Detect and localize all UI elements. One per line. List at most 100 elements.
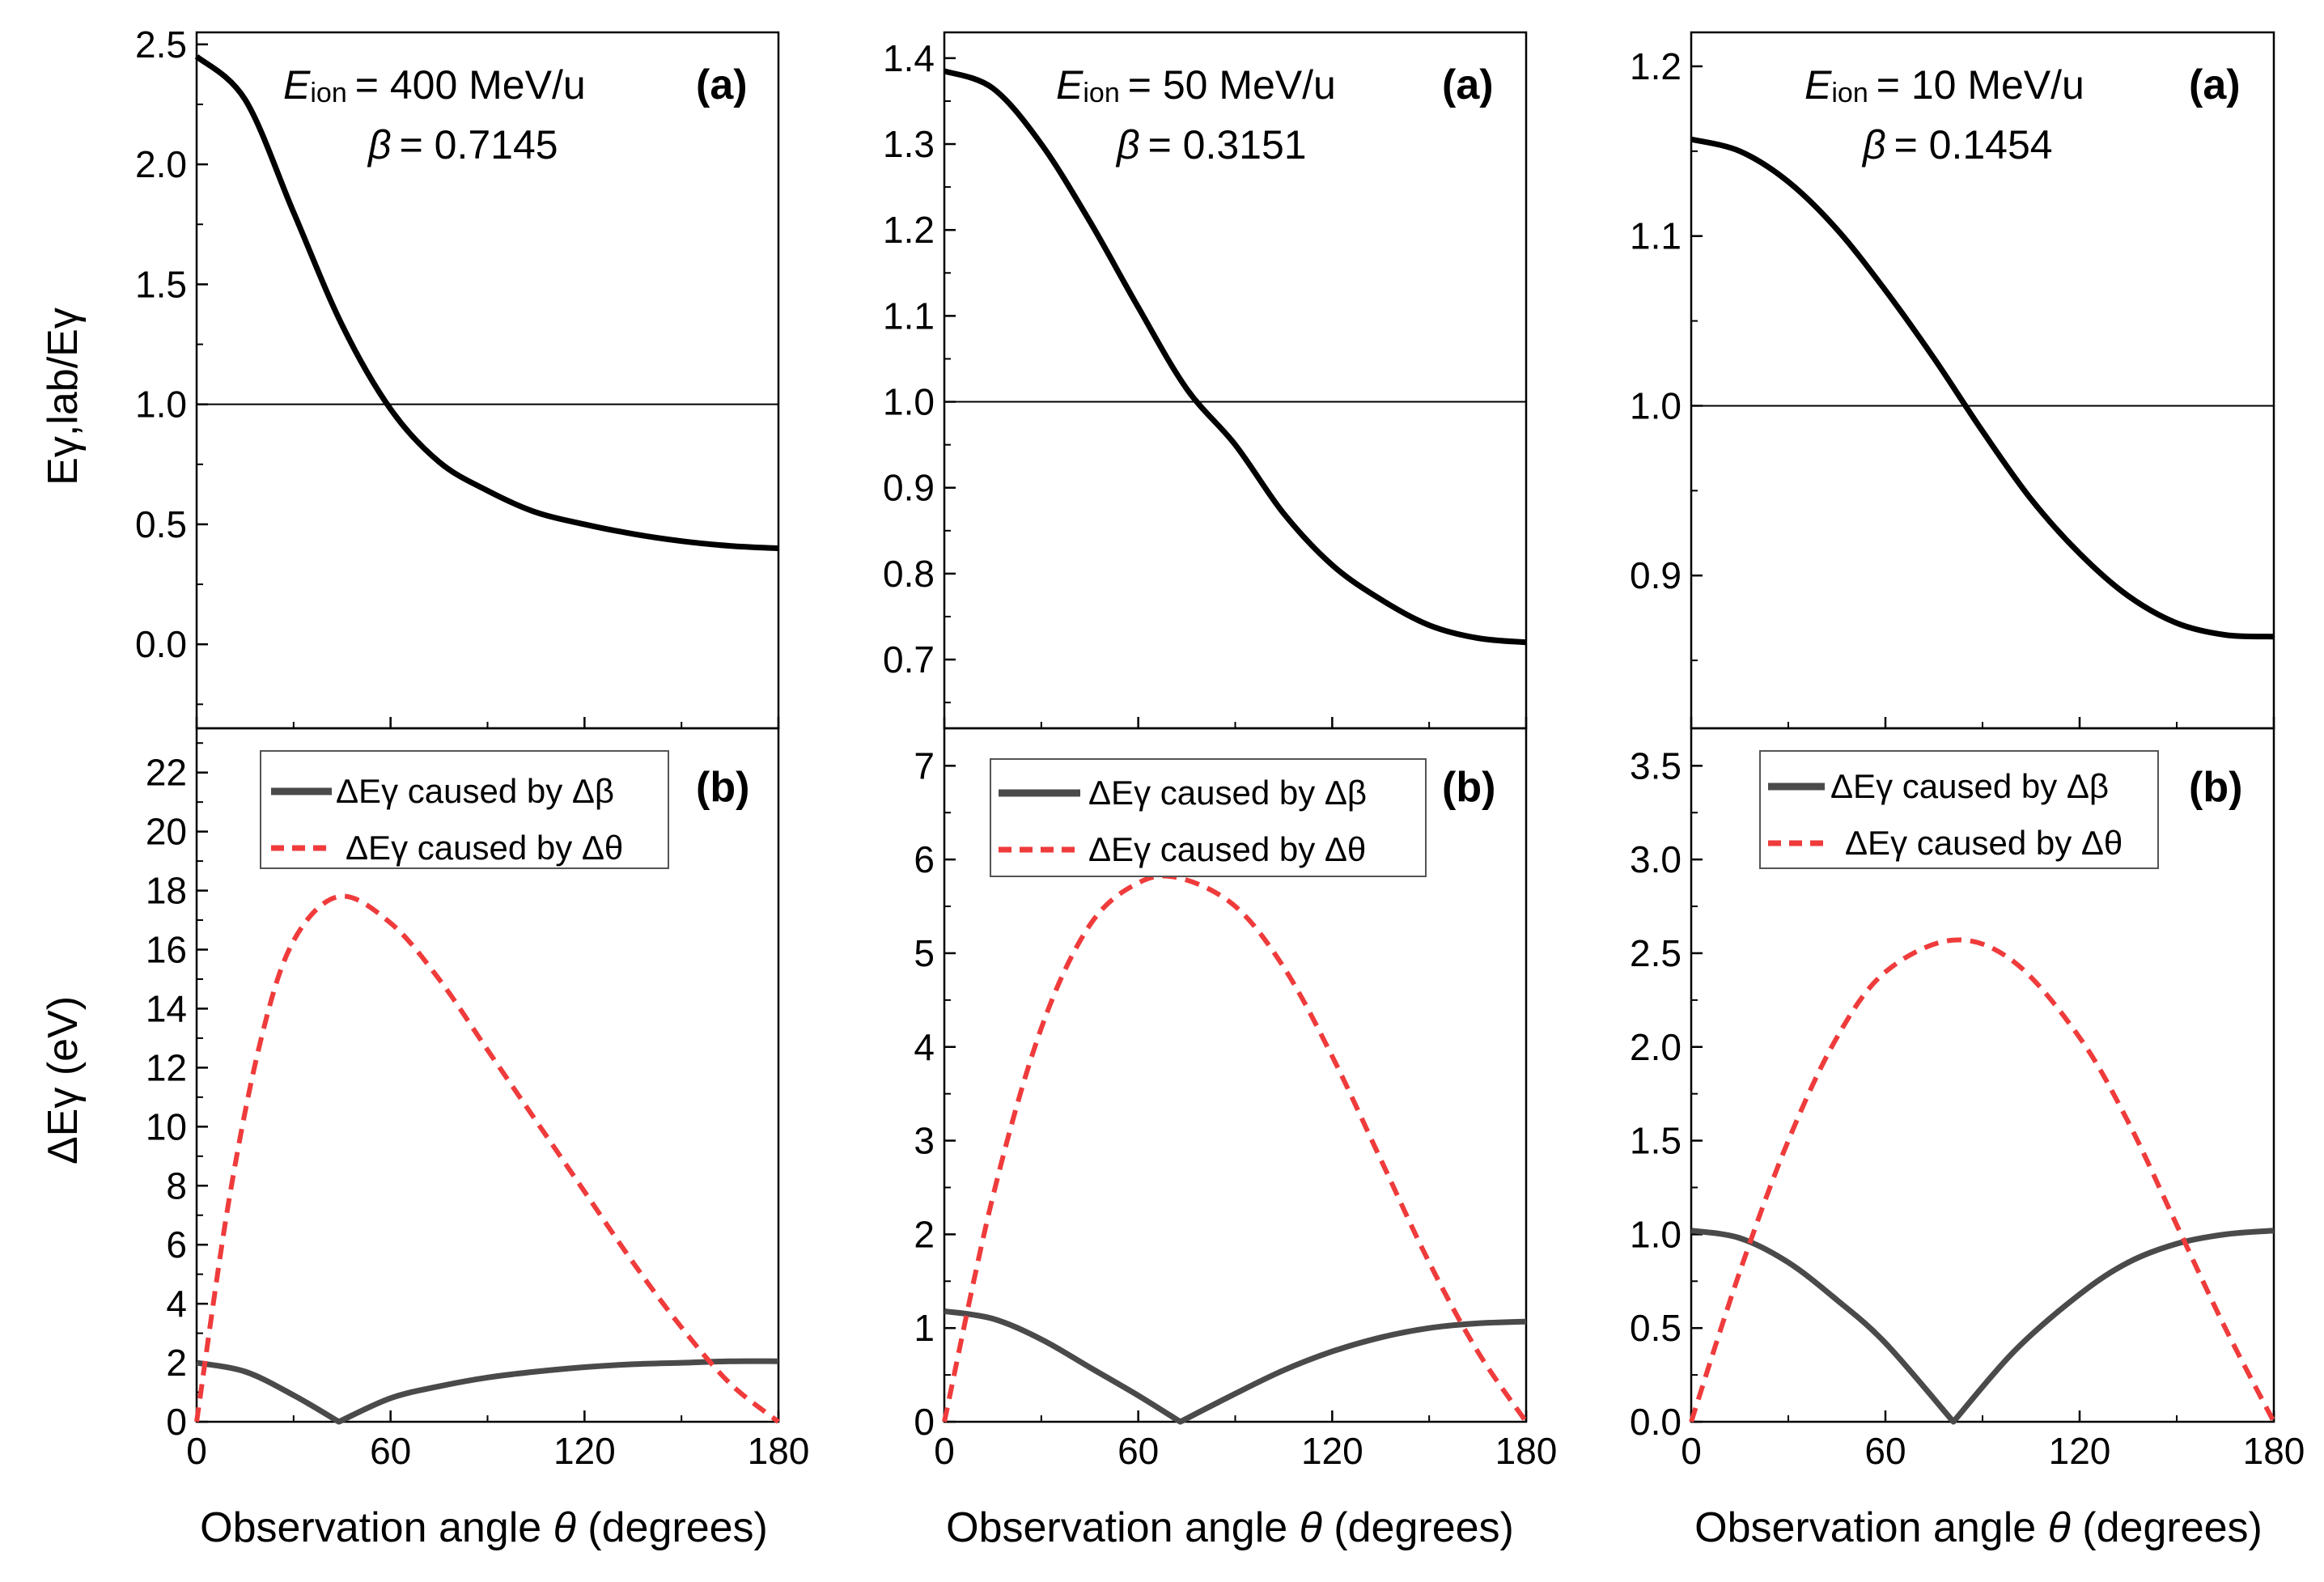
x-axis-title-col2: Observation angle θ (degrees) xyxy=(946,1504,1514,1551)
series-line xyxy=(1690,136,2275,640)
y-tick-label: 0.9 xyxy=(883,467,935,509)
legend-label-dtheta: ΔEγ caused by Δθ xyxy=(346,829,623,867)
legend-col3: ΔEγ caused by Δβ ΔEγ caused by Δθ xyxy=(1759,750,2159,869)
y-tick-label: 0.7 xyxy=(883,638,935,681)
x-tick-label: 60 xyxy=(1864,1430,1906,1472)
panel-a-col1: 0.0 0.5 1.0 1.5 2.0 2.5 xyxy=(135,23,780,730)
y-tick-label: 5 xyxy=(914,932,935,974)
x-tick-label: 180 xyxy=(748,1430,810,1472)
y-tick-label: 2.0 xyxy=(1630,1026,1682,1068)
y-tick-label: 1.4 xyxy=(883,37,935,79)
y-tick-label: 2 xyxy=(166,1342,187,1384)
x-tick-label: 0 xyxy=(1681,1430,1702,1472)
y-tick-label: 1.0 xyxy=(1630,384,1682,426)
y-tick-label: 0.9 xyxy=(1630,554,1682,596)
panel-letter-b2: (b) xyxy=(1442,764,1495,811)
y-tick-label: 0.0 xyxy=(135,623,187,665)
x-tick-label: 60 xyxy=(1117,1430,1159,1472)
y-tick-label: 4 xyxy=(166,1283,187,1325)
x-tick-label: 0 xyxy=(934,1430,955,1472)
series-line-dtheta xyxy=(942,873,1529,1423)
series-line-dbeta xyxy=(944,1308,1527,1425)
x-axis-title-col3: Observation angle θ (degrees) xyxy=(1694,1504,2263,1551)
y-tick-label: 18 xyxy=(146,870,187,912)
y-tick-label: 4 xyxy=(914,1026,935,1068)
x-tick-label: 120 xyxy=(2049,1430,2111,1472)
panel-letter-b1: (b) xyxy=(696,764,749,811)
series-line-dbeta xyxy=(1690,1228,2275,1425)
y-tick-label: 0.5 xyxy=(135,503,187,545)
legend-label-dtheta: ΔEγ caused by Δθ xyxy=(1845,824,2123,862)
series-line-dbeta xyxy=(196,1358,779,1425)
y-tick-label: 3.0 xyxy=(1630,838,1682,880)
x-tick-label: 120 xyxy=(553,1430,616,1472)
legend-label-dbeta: ΔEγ caused by Δβ xyxy=(1830,767,2109,805)
y-tick-label: 1.1 xyxy=(1630,215,1682,257)
y-tick-label: 10 xyxy=(146,1105,187,1147)
y-axis-title-top: Eγ,lab/Eγ xyxy=(40,307,87,486)
y-axis-title-bottom: ΔEγ (eV) xyxy=(40,996,87,1164)
y-tick-label: 1.2 xyxy=(883,209,935,251)
y-tick-label: 6 xyxy=(914,838,935,880)
panel-letter-a2: (a) xyxy=(1442,61,1494,108)
svg-text:β= 0.1454: β = 0.1454 xyxy=(1861,122,2053,168)
svg-text:β= 0.7145: β = 0.7145 xyxy=(367,122,558,168)
panel-b-col2: 0 1 2 3 4 5 6 7 0 60 120 180 xyxy=(914,727,1558,1472)
y-tick-label: 20 xyxy=(146,811,187,853)
panel-b-col3: 0.0 0.5 1.0 1.5 2.0 2.5 3.0 3.5 0 60 120 180 xyxy=(1630,727,2305,1472)
legend-label-dbeta: ΔEγ caused by Δβ xyxy=(1088,774,1367,812)
panel-a-col2: 0.7 0.8 0.9 1.0 1.1 1.2 1.3 1.4 xyxy=(883,31,1528,730)
panel-b-col1: 0 2 4 6 8 10 12 14 16 18 20 22 0 60 120 180 xyxy=(146,727,810,1472)
panel-letter-b3: (b) xyxy=(2189,764,2242,811)
y-tick-label: 6 xyxy=(166,1224,187,1266)
svg-text:Eion= 10 MeV/u: Eion = 10 MeV/u xyxy=(1804,62,2084,108)
y-tick-label: 1.1 xyxy=(883,295,935,337)
annotation-col2: Eion = 50 MeV/u β = 0.3151 (a) xyxy=(1056,61,1494,168)
x-tick-label: 180 xyxy=(1495,1430,1558,1472)
legend-col1: ΔEγ caused by Δβ ΔEγ caused by Δθ xyxy=(260,750,669,869)
panel-letter-a3: (a) xyxy=(2189,61,2241,108)
y-tick-label: 22 xyxy=(146,752,187,794)
annotation-col3: Eion = 10 MeV/u β = 0.1454 (a) xyxy=(1804,61,2241,168)
svg-text:Eion= 50 MeV/u: Eion = 50 MeV/u xyxy=(1056,62,1336,108)
legend-col2: ΔEγ caused by Δβ ΔEγ caused by Δθ xyxy=(990,758,1427,877)
panel-letter-a1: (a) xyxy=(696,61,748,108)
y-tick-label: 8 xyxy=(166,1164,187,1207)
x-tick-label: 0 xyxy=(186,1430,207,1472)
series-line-dtheta xyxy=(1689,937,2276,1423)
y-tick-label: 0.8 xyxy=(883,553,935,595)
x-tick-label: 60 xyxy=(370,1430,411,1472)
panels: 0.0 0.5 1.0 1.5 2.0 2.5 0.7 0.8 0.9 1.0 1.1 1.2 1.3 1… xyxy=(135,23,2305,1472)
y-tick-label: 1.0 xyxy=(883,381,935,423)
y-tick-label: 3.5 xyxy=(1630,744,1682,787)
y-tick-label: 1.5 xyxy=(135,263,187,305)
y-tick-label: 0 xyxy=(166,1401,187,1443)
y-tick-label: 1 xyxy=(914,1307,935,1349)
y-tick-label: 0.5 xyxy=(1630,1307,1682,1349)
series-line xyxy=(194,53,779,552)
svg-text:Eion= 400 MeV/u: Eion = 400 MeV/u xyxy=(283,62,586,108)
x-axis-title-col1: Observation angle θ (degrees) xyxy=(200,1504,768,1551)
series-line xyxy=(943,68,1527,646)
y-tick-label: 2.5 xyxy=(1630,932,1682,974)
legend-label-dtheta: ΔEγ caused by Δθ xyxy=(1088,830,1366,868)
y-tick-label: 2.5 xyxy=(135,23,187,66)
y-tick-label: 0 xyxy=(914,1401,935,1443)
x-tick-label: 120 xyxy=(1301,1430,1363,1472)
y-tick-label: 1.2 xyxy=(1630,45,1682,87)
y-tick-label: 7 xyxy=(914,744,935,787)
y-tick-label: 3 xyxy=(914,1120,935,1162)
y-tick-label: 16 xyxy=(146,929,187,971)
y-tick-label: 1.0 xyxy=(135,384,187,426)
y-tick-label: 14 xyxy=(146,987,187,1029)
y-tick-label: 1.0 xyxy=(1630,1213,1682,1255)
y-tick-label: 12 xyxy=(146,1046,187,1088)
y-tick-label: 1.3 xyxy=(883,123,935,165)
x-tick-label: 180 xyxy=(2243,1430,2305,1472)
legend-label-dbeta: ΔEγ caused by Δβ xyxy=(336,772,614,810)
y-tick-label: 2.0 xyxy=(135,143,187,185)
y-tick-label: 0.0 xyxy=(1630,1401,1682,1443)
y-tick-label: 2 xyxy=(914,1213,935,1255)
y-tick-label: 1.5 xyxy=(1630,1120,1682,1162)
